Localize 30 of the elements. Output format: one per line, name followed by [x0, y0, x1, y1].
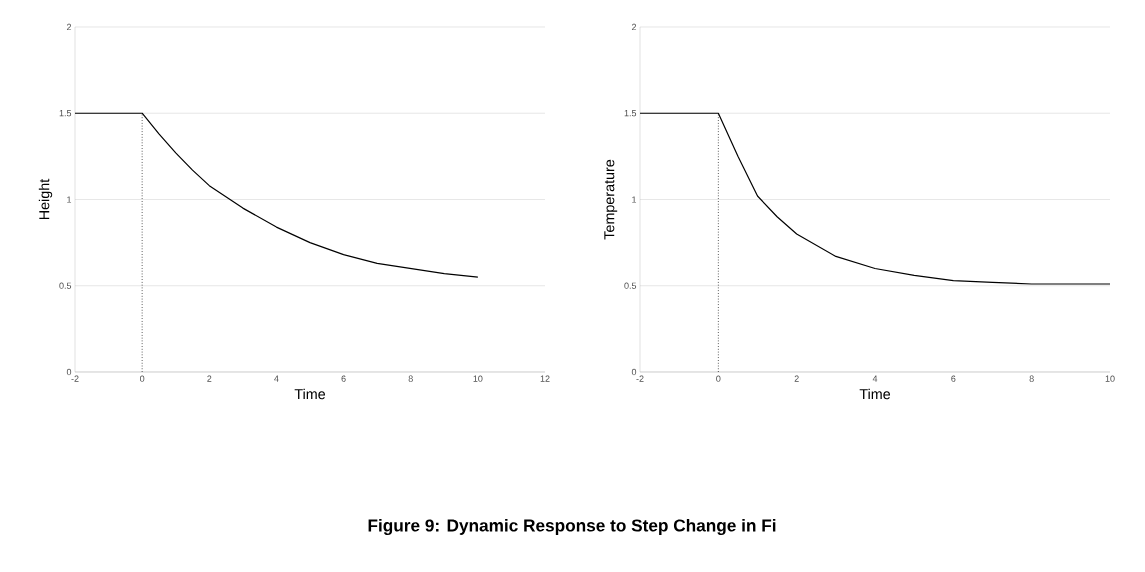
x-axis-title: Time: [294, 388, 326, 400]
y-tick-label: 0: [66, 368, 72, 376]
y-tick-label: 2: [631, 23, 637, 31]
x-tick-label: 0: [140, 375, 145, 382]
x-tick-label: 10: [1105, 375, 1115, 382]
x-tick-label: 4: [274, 375, 279, 382]
y-tick-label: 1.5: [624, 110, 637, 117]
y-axis-title: Height: [38, 178, 53, 220]
y-tick-label: 0: [631, 368, 637, 376]
x-tick-label: 8: [408, 375, 413, 382]
x-tick-label: 4: [872, 375, 878, 382]
x-tick-label: 12: [540, 375, 550, 382]
x-tick-label: -2: [636, 375, 644, 382]
x-tick-label: 10: [473, 375, 483, 382]
x-tick-label: 8: [1029, 375, 1034, 382]
x-tick-label: 2: [207, 375, 212, 382]
x-tick-label: 0: [716, 375, 721, 382]
x-tick-label: -2: [71, 375, 79, 382]
y-tick-label: 0.5: [59, 282, 72, 289]
x-axis-title: Time: [859, 388, 891, 400]
y-tick-label: 0.5: [624, 282, 637, 289]
y-axis-title: Temperature: [604, 159, 618, 240]
y-tick-label: 1: [632, 196, 637, 203]
x-tick-label: 6: [951, 375, 956, 382]
x-tick-label: 2: [794, 375, 799, 382]
y-tick-label: 2: [66, 23, 72, 31]
x-tick-label: 6: [341, 375, 346, 382]
y-tick-label: 1.5: [59, 110, 72, 117]
y-tick-label: 1: [67, 196, 72, 203]
caption: Figure 9: Dynamic Response to Step Change in Fi: [368, 518, 776, 536]
